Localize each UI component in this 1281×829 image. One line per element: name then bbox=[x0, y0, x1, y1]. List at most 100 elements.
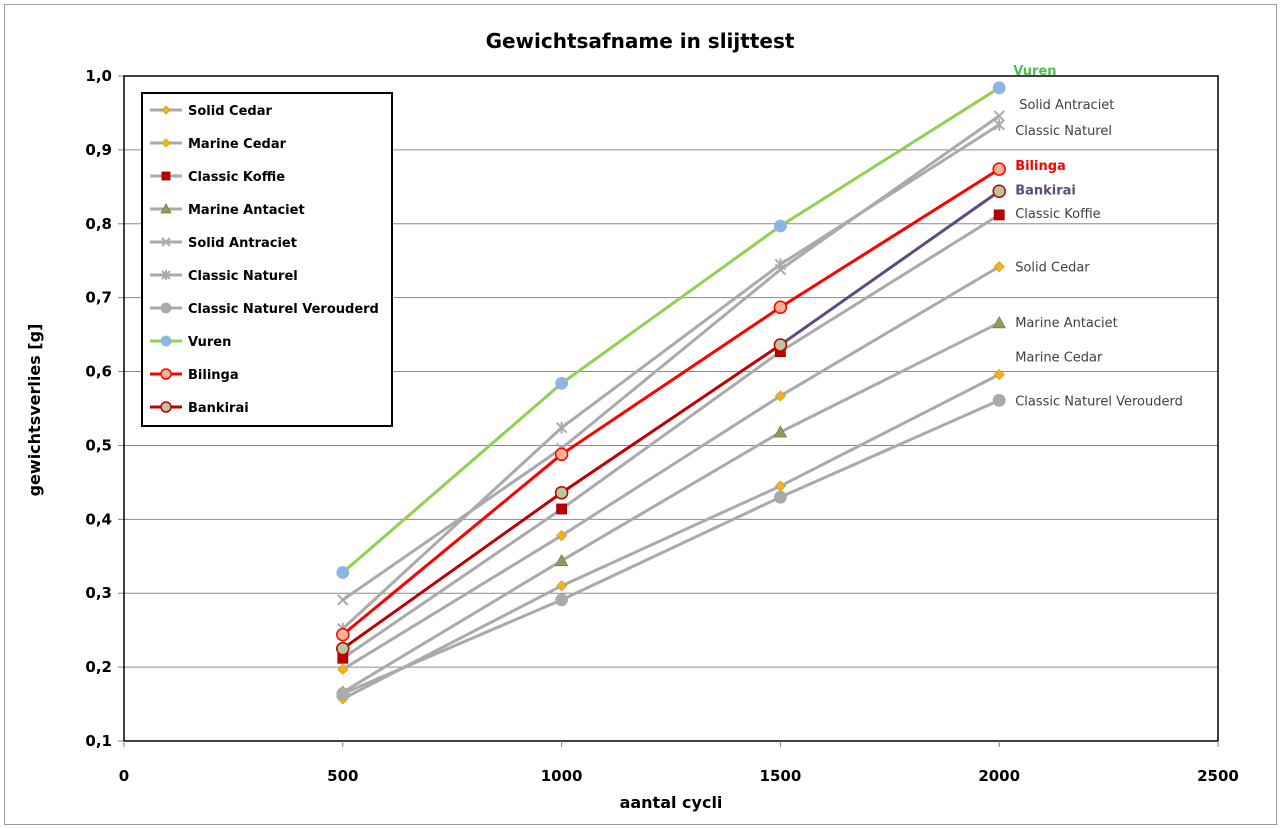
legend-label: Bilinga bbox=[188, 368, 239, 383]
series-line-segment bbox=[560, 484, 782, 588]
series-line-segment bbox=[341, 598, 564, 696]
series-line-segment bbox=[341, 559, 564, 694]
series-line-segment bbox=[560, 495, 782, 602]
series-line-segment bbox=[560, 305, 782, 456]
legend-item: Classic Koffie bbox=[150, 170, 285, 185]
series-line-segment bbox=[341, 584, 564, 701]
series-point bbox=[161, 171, 171, 181]
series-line-segment bbox=[778, 167, 1001, 309]
end-label: Solid Cedar bbox=[1015, 261, 1090, 276]
series-point bbox=[993, 261, 1005, 273]
series-point bbox=[554, 553, 569, 567]
series-point bbox=[774, 258, 787, 271]
series-point bbox=[556, 580, 568, 592]
series-point bbox=[774, 219, 787, 233]
legend-label: Classic Naturel Verouderd bbox=[188, 302, 379, 317]
end-label: Classic Naturel Verouderd bbox=[1015, 394, 1183, 409]
series-solid-antraciet bbox=[337, 110, 1005, 606]
series-line-segment bbox=[560, 224, 782, 385]
series-point bbox=[160, 368, 172, 380]
series-point bbox=[993, 209, 1005, 221]
series-line-segment bbox=[778, 114, 1001, 272]
series-classic-naturel-verouderd bbox=[336, 393, 1006, 701]
legend-label: Solid Cedar bbox=[188, 104, 272, 119]
series-marine-antaciet bbox=[336, 315, 1006, 698]
legend-label: Marine Antaciet bbox=[188, 203, 305, 218]
x-tick-label: 0 bbox=[119, 767, 129, 785]
plot-area bbox=[123, 75, 1219, 742]
y-tick-label: 1,0 bbox=[85, 67, 112, 85]
series-classic-koffie bbox=[337, 209, 1005, 664]
series-line-segment bbox=[341, 452, 564, 637]
series-point bbox=[555, 376, 568, 390]
end-label: Bankirai bbox=[1015, 183, 1076, 198]
series-line-segment bbox=[778, 123, 1001, 266]
series-line-segment bbox=[778, 398, 1001, 499]
series-point bbox=[160, 203, 172, 214]
series-line-segment bbox=[778, 321, 1001, 434]
series-group bbox=[336, 81, 1006, 705]
series-point bbox=[554, 447, 569, 462]
series-line-segment bbox=[341, 426, 564, 631]
x-tick-label: 2500 bbox=[1197, 767, 1239, 785]
series-line-segment bbox=[778, 373, 1001, 488]
series-bankirai bbox=[336, 184, 1006, 656]
y-tick-label: 0,5 bbox=[85, 436, 112, 454]
series-point bbox=[992, 162, 1006, 176]
x-tick-label: 500 bbox=[327, 767, 358, 785]
end-label: Marine Cedar bbox=[1015, 351, 1103, 366]
legend-item: Classic Naturel Verouderd bbox=[150, 302, 379, 317]
series-point bbox=[556, 530, 568, 542]
series-point bbox=[336, 627, 350, 642]
series-point bbox=[337, 594, 349, 606]
series-point bbox=[554, 485, 569, 500]
end-labels: Solid Cedar Marine Cedar Classic Koffie Mar… bbox=[1013, 64, 1183, 410]
x-tick-label: 1500 bbox=[760, 767, 802, 785]
series-point bbox=[773, 338, 788, 352]
y-tick-label: 0,6 bbox=[85, 363, 112, 381]
legend-item: Bankirai bbox=[150, 401, 249, 416]
series-point bbox=[556, 503, 567, 515]
legend-item: Vuren bbox=[150, 335, 231, 350]
series-point bbox=[773, 300, 788, 315]
y-tick-label: 0,1 bbox=[85, 732, 112, 750]
series-line-segment bbox=[778, 86, 1001, 228]
series-point bbox=[992, 81, 1006, 95]
series-point bbox=[336, 566, 350, 579]
series-line-segment bbox=[560, 343, 782, 495]
y-tick-label: 0,2 bbox=[85, 658, 112, 676]
series-line-segment bbox=[778, 265, 1001, 398]
series-point bbox=[336, 687, 350, 701]
y-tick-label: 0,7 bbox=[85, 289, 112, 307]
axes: 0,1 0,2 0,3 0,4 0,5 0,6 0,7 0,8 0,9 1,0 0 500 1000 15… bbox=[85, 67, 1238, 785]
series-point bbox=[161, 105, 171, 115]
end-label: Classic Naturel bbox=[1015, 124, 1112, 139]
series-line-segment bbox=[341, 534, 564, 671]
series-point bbox=[555, 421, 568, 434]
legend-item: Marine Cedar bbox=[150, 137, 287, 152]
series-line-segment bbox=[560, 268, 782, 450]
series-point bbox=[993, 118, 1005, 131]
legend-item: Classic Naturel bbox=[150, 269, 298, 284]
series-point bbox=[160, 401, 172, 413]
series-point bbox=[161, 138, 171, 148]
series-classic-naturel bbox=[337, 118, 1005, 635]
series-line-segment bbox=[560, 350, 782, 511]
chart-title: Gewichtsafname in slijttest bbox=[486, 29, 795, 53]
series-point bbox=[773, 425, 788, 438]
legend-label: Solid Antraciet bbox=[188, 236, 297, 251]
legend-item: Solid Cedar bbox=[150, 104, 272, 119]
series-point bbox=[161, 237, 171, 247]
series-point bbox=[555, 593, 568, 607]
legend-item: Marine Antaciet bbox=[150, 203, 305, 218]
y-tick-label: 0,9 bbox=[85, 141, 112, 159]
series-line-segment bbox=[341, 507, 564, 660]
chart-frame bbox=[4, 4, 1277, 825]
legend-label: Bankirai bbox=[188, 401, 249, 416]
y-axis-title: gewichtsverlies [g] bbox=[25, 324, 44, 497]
legend-label: Marine Cedar bbox=[188, 137, 287, 152]
series-point bbox=[992, 393, 1006, 407]
series-point bbox=[160, 302, 172, 314]
legend-label: Vuren bbox=[188, 335, 231, 350]
